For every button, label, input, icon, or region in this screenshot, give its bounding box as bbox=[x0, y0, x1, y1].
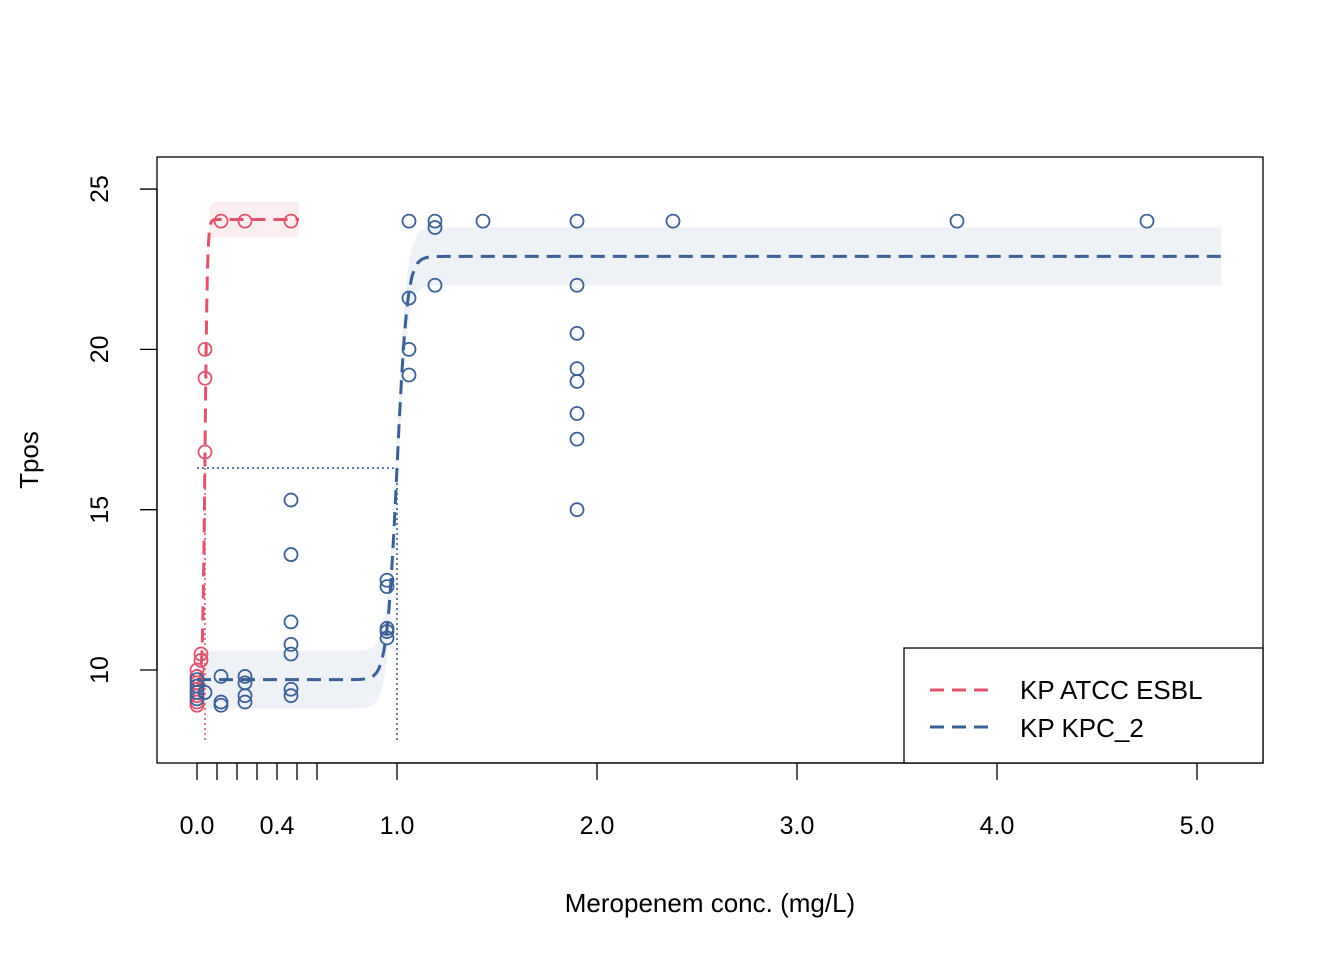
y-tick-label: 10 bbox=[86, 656, 114, 684]
data-point-kp-atcc-esbl bbox=[189, 662, 205, 678]
data-point-kp-kpc-2 bbox=[283, 646, 299, 662]
data-point-kp-kpc-2 bbox=[379, 630, 395, 646]
data-point-kp-kpc-2 bbox=[427, 277, 443, 293]
data-point-kp-atcc-esbl bbox=[283, 213, 299, 229]
data-point-kp-kpc-2 bbox=[665, 213, 681, 229]
data-point-kp-kpc-2 bbox=[401, 213, 417, 229]
data-point-kp-kpc-2 bbox=[283, 547, 299, 562]
data-point-kp-kpc-2 bbox=[569, 213, 585, 229]
data-points bbox=[189, 213, 1155, 713]
data-point-kp-atcc-esbl bbox=[197, 444, 213, 460]
x-tick-label: 4.0 bbox=[980, 812, 1015, 840]
data-point-kp-kpc-2 bbox=[401, 290, 417, 306]
data-point-kp-atcc-esbl bbox=[193, 652, 209, 668]
data-point-kp-kpc-2 bbox=[569, 277, 585, 293]
data-point-kp-atcc-esbl bbox=[197, 370, 213, 386]
data-point-kp-kpc-2 bbox=[213, 697, 229, 713]
x-axis-title: Meropenem conc. (mg/L) bbox=[565, 888, 855, 918]
data-point-kp-kpc-2 bbox=[401, 341, 417, 357]
x-tick-label: 2.0 bbox=[580, 812, 615, 840]
data-point-kp-kpc-2 bbox=[189, 672, 205, 688]
data-point-kp-kpc-2 bbox=[569, 406, 585, 421]
y-tick-label: 15 bbox=[86, 496, 114, 524]
data-point-kp-kpc-2 bbox=[283, 688, 299, 704]
data-point-kp-atcc-esbl bbox=[193, 646, 209, 662]
y-tick-label: 25 bbox=[86, 175, 114, 203]
y-tick-label: 20 bbox=[86, 335, 114, 363]
legend: KP ATCC ESBL KP KPC_2 bbox=[903, 647, 1264, 764]
data-point-kp-kpc-2 bbox=[283, 636, 299, 652]
band-kp-kpc-2 bbox=[197, 227, 1221, 709]
data-point-kp-kpc-2 bbox=[427, 220, 443, 235]
data-point-kp-kpc-2 bbox=[237, 688, 253, 704]
data-point-kp-kpc-2 bbox=[569, 361, 585, 377]
data-point-kp-kpc-2 bbox=[1139, 213, 1155, 229]
data-point-kp-kpc-2 bbox=[237, 669, 253, 684]
data-point-kp-kpc-2 bbox=[197, 685, 213, 700]
x-tick-label: 1.0 bbox=[380, 812, 415, 840]
data-point-kp-kpc-2 bbox=[237, 694, 253, 710]
data-point-kp-kpc-2 bbox=[379, 579, 395, 595]
data-point-kp-atcc-esbl bbox=[197, 341, 213, 357]
data-point-kp-kpc-2 bbox=[283, 614, 299, 630]
data-point-kp-kpc-2 bbox=[283, 492, 299, 508]
data-point-kp-kpc-2 bbox=[569, 431, 585, 447]
data-point-kp-kpc-2 bbox=[475, 213, 491, 229]
x-tick-label: 3.0 bbox=[780, 812, 815, 840]
threshold-lines bbox=[197, 467, 398, 741]
data-point-kp-atcc-esbl bbox=[237, 213, 253, 229]
data-point-kp-kpc-2 bbox=[379, 624, 395, 639]
data-point-kp-kpc-2 bbox=[569, 374, 585, 389]
y-axis: 10 15 20 25 bbox=[86, 175, 158, 684]
fit-curve-kp-kpc-2 bbox=[197, 254, 1221, 682]
x-tick-label: 0.4 bbox=[260, 812, 295, 840]
data-point-kp-kpc-2 bbox=[213, 669, 229, 684]
legend-label-kpc: KP KPC_2 bbox=[1020, 713, 1144, 743]
data-point-kp-atcc-esbl bbox=[213, 213, 229, 229]
confidence-bands bbox=[197, 201, 1221, 709]
data-point-kp-kpc-2 bbox=[949, 213, 965, 229]
x-tick-label: 5.0 bbox=[1180, 812, 1215, 840]
data-point-kp-kpc-2 bbox=[379, 572, 395, 588]
y-axis-title: Tpos bbox=[14, 431, 44, 489]
legend-label-esbl: KP ATCC ESBL bbox=[1020, 675, 1203, 705]
data-point-kp-kpc-2 bbox=[401, 367, 417, 383]
data-point-kp-kpc-2 bbox=[427, 213, 443, 229]
x-tick-label: 0.0 bbox=[180, 812, 215, 840]
x-axis: 0.0 0.4 1.0 2.0 3.0 4.0 5.0 bbox=[180, 762, 1215, 840]
legend-box bbox=[903, 647, 1264, 764]
data-point-kp-kpc-2 bbox=[569, 325, 585, 341]
data-point-kp-kpc-2 bbox=[283, 681, 299, 697]
data-point-kp-kpc-2 bbox=[569, 502, 585, 518]
fit-curves bbox=[196, 218, 1221, 687]
